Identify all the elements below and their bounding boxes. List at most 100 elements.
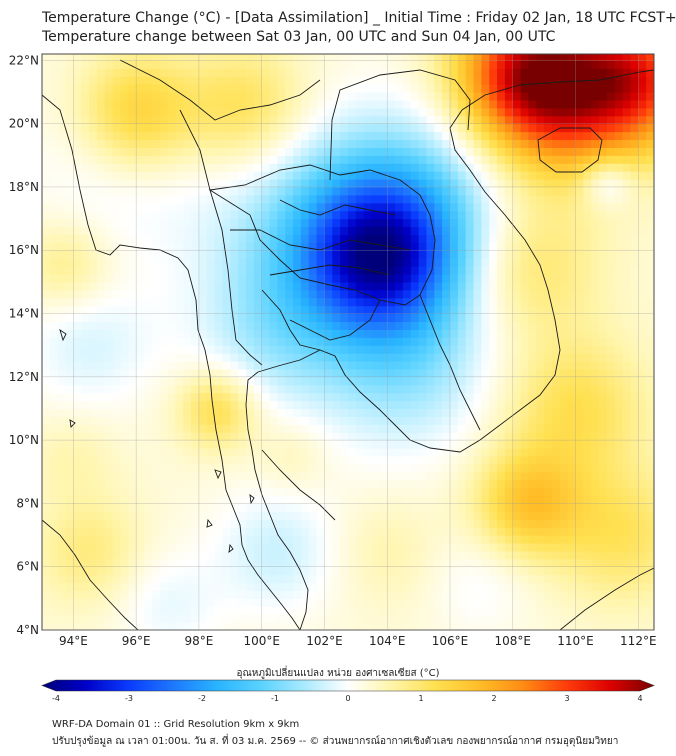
field-cell — [128, 535, 137, 544]
field-cell — [426, 84, 435, 93]
field-cell — [402, 598, 412, 607]
field-cell — [520, 266, 530, 275]
field-cell — [528, 368, 537, 378]
field-cell — [222, 471, 231, 481]
field-cell — [489, 527, 498, 536]
field-cell — [144, 218, 153, 228]
field-cell — [308, 84, 318, 93]
field-cell — [497, 550, 506, 560]
field-cell — [89, 606, 98, 615]
field-cell — [457, 186, 467, 196]
field-cell — [183, 155, 192, 164]
field-cell — [465, 54, 475, 61]
field-cell — [457, 622, 467, 630]
field-cell — [387, 115, 396, 125]
field-cell — [198, 281, 208, 291]
field-cell — [387, 107, 396, 117]
field-cell — [395, 479, 404, 489]
field-cell — [230, 76, 239, 85]
field-cell — [253, 139, 263, 148]
field-cell — [151, 107, 161, 117]
field-cell — [253, 408, 263, 417]
field-cell — [285, 424, 294, 433]
field-cell — [324, 54, 333, 61]
field-cell — [457, 614, 467, 623]
field-cell — [230, 345, 239, 354]
field-cell — [206, 416, 216, 425]
field-cell — [49, 598, 59, 607]
field-cell — [379, 376, 388, 386]
field-cell — [96, 376, 106, 386]
field-cell — [324, 218, 333, 228]
field-cell — [128, 455, 137, 465]
field-cell — [73, 550, 82, 560]
field-cell — [57, 376, 67, 386]
field-cell — [559, 321, 569, 330]
field-cell — [567, 360, 577, 370]
field-cell — [183, 606, 192, 615]
field-cell — [238, 542, 247, 552]
field-cell — [402, 179, 412, 188]
field-cell — [73, 163, 82, 172]
field-cell — [387, 542, 396, 552]
field-cell — [544, 242, 553, 251]
field-cell — [285, 590, 294, 599]
field-cell — [371, 281, 380, 291]
field-cell — [308, 400, 318, 410]
field-cell — [559, 289, 569, 299]
field-cell — [167, 376, 176, 386]
field-cell — [410, 448, 420, 457]
field-cell — [253, 606, 263, 615]
field-cell — [167, 321, 176, 330]
field-cell — [175, 131, 184, 141]
field-cell — [81, 535, 90, 544]
field-cell — [332, 448, 341, 457]
field-cell — [567, 598, 577, 607]
field-cell — [552, 313, 561, 323]
field-cell — [559, 558, 569, 568]
field-cell — [300, 218, 310, 228]
field-cell — [559, 471, 569, 481]
field-cell — [293, 511, 302, 520]
field-cell — [128, 368, 137, 378]
field-cell — [355, 566, 365, 576]
field-cell — [175, 590, 184, 599]
field-cell — [73, 281, 82, 291]
field-cell — [387, 155, 396, 164]
field-cell — [520, 313, 530, 323]
field-cell — [418, 107, 428, 117]
field-cell — [277, 487, 286, 497]
field-cell — [159, 194, 169, 204]
field-cell — [473, 479, 482, 489]
field-cell — [489, 131, 498, 141]
field-cell — [300, 511, 310, 520]
field-cell — [81, 519, 90, 528]
field-cell — [214, 376, 224, 386]
field-cell — [450, 139, 459, 148]
field-cell — [481, 123, 490, 133]
field-cell — [457, 448, 467, 457]
field-cell — [402, 99, 412, 109]
field-cell — [340, 337, 349, 346]
field-cell — [136, 448, 145, 457]
field-cell — [206, 313, 216, 323]
field-cell — [151, 84, 161, 93]
field-cell — [450, 440, 459, 449]
field-cell — [481, 99, 490, 109]
field-cell — [567, 535, 577, 544]
field-cell — [261, 353, 271, 362]
field-cell — [520, 179, 530, 188]
field-cell — [120, 123, 129, 133]
field-cell — [238, 622, 247, 630]
field-cell — [49, 226, 59, 235]
field-cell — [387, 179, 396, 188]
field-cell — [144, 606, 153, 615]
field-cell — [73, 471, 82, 481]
field-cell — [410, 471, 420, 481]
field-cell — [316, 519, 326, 528]
field-cell — [96, 558, 106, 568]
field-cell — [567, 550, 577, 560]
field-cell — [73, 566, 82, 576]
field-cell — [144, 250, 153, 259]
field-cell — [81, 186, 90, 196]
